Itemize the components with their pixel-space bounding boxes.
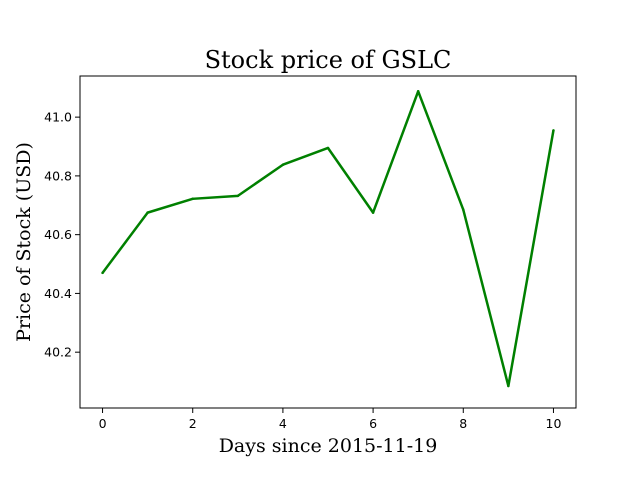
y-tick-label: 40.8 [44, 168, 72, 183]
data-point [281, 163, 285, 166]
data-point [236, 194, 240, 198]
data-point [326, 146, 330, 150]
data-point [191, 197, 194, 201]
series-line-0 [101, 90, 555, 388]
x-tick-label: 2 [189, 416, 197, 431]
x-tick-label: 6 [369, 416, 377, 431]
x-tick-label: 0 [99, 416, 107, 431]
y-tick-label: 40.4 [44, 286, 72, 301]
y-axis-label: Price of Stock (USD) [13, 142, 35, 342]
y-tick-label: 40.2 [44, 345, 72, 360]
chart-title: Stock price of GSLC [205, 46, 452, 74]
y-tick-label: 41.0 [44, 110, 72, 125]
plot-frame [79, 75, 577, 409]
x-axis-label: Days since 2015-11-19 [219, 435, 438, 457]
data-point [552, 129, 555, 132]
y-tick-label: 40.6 [44, 227, 72, 242]
data-point [146, 211, 149, 214]
x-tick-label: 4 [279, 416, 287, 431]
data-point [101, 271, 104, 275]
data-point [371, 211, 375, 214]
x-tick-label: 10 [546, 416, 562, 431]
data-point [416, 90, 420, 93]
x-tick-label: 8 [459, 416, 467, 431]
data-point [507, 384, 510, 388]
data-point [462, 208, 465, 211]
